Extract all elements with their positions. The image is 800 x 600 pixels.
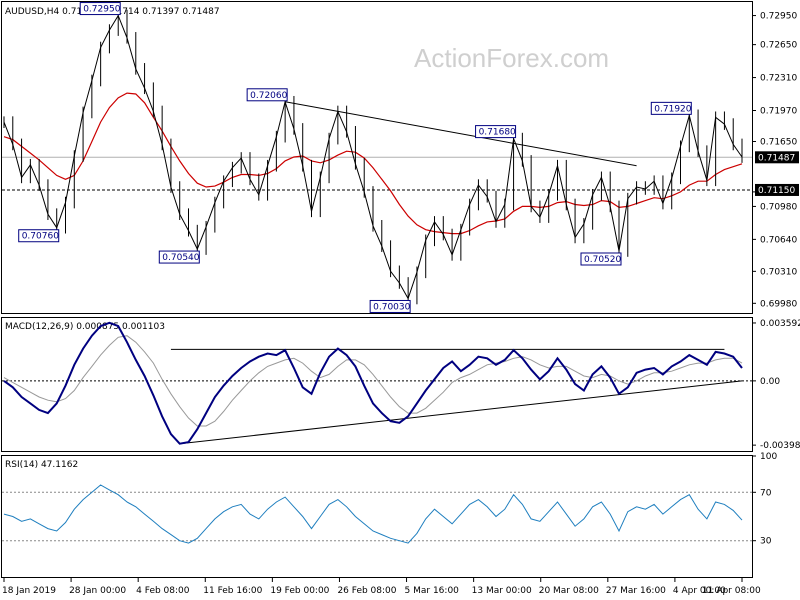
support-price-box — [755, 183, 799, 196]
y-tick-label: 0.71650 — [760, 138, 797, 148]
price-annotation-box — [475, 125, 517, 139]
x-tick-label: 26 Feb 08:00 — [337, 586, 396, 596]
current-price-label: 0.71487 — [758, 153, 795, 163]
y-tick-label: 0.72950 — [760, 12, 797, 22]
main-layer: 0.72950 0.72650 0.72310 0.71970 0.71650 0.711… — [2, 2, 799, 313]
price-annotation-box — [369, 299, 411, 313]
macd-layer: 0.003592 0.00 -0.003986 — [2, 319, 800, 451]
macd-line — [3, 321, 743, 445]
y-tick-label: 0.70980 — [760, 202, 797, 212]
x-tick-label: 27 Mar 16:00 — [606, 586, 666, 596]
y-tick-label: 0.71970 — [760, 107, 797, 117]
main-panel-frame — [1, 1, 753, 314]
price-annotation-box — [18, 229, 60, 243]
y-tick-label: 0.72310 — [760, 74, 797, 84]
macd-y-tick-label: 0.003592 — [760, 319, 800, 329]
x-tick-label: 11 Feb 16:00 — [203, 586, 262, 596]
price-annotation-label: 0.70540 — [162, 253, 199, 263]
price-annotation-box — [580, 252, 622, 266]
price-annotation-label: 0.71920 — [654, 104, 691, 114]
macd-signal-line — [3, 335, 743, 427]
x-tick-label: 18 Jan 2019 — [2, 586, 56, 596]
x-tick-label: 4 Feb 08:00 — [136, 586, 190, 596]
price-annotation-label: 0.70520 — [584, 255, 621, 265]
rsi-layer: 100 70 30 — [2, 452, 777, 547]
y-tick-label: 0.69980 — [760, 299, 797, 309]
y-tick-label: 0.72650 — [760, 41, 797, 51]
price-annotation-label: 0.70030 — [373, 302, 410, 312]
trend-line — [285, 101, 637, 167]
x-tick-label: 13 Mar 00:00 — [472, 586, 532, 596]
rsi-y-tick-label: 30 — [760, 537, 772, 547]
price-annotation-label: 0.70760 — [22, 232, 59, 242]
macd-y-tick-label: 0.00 — [760, 377, 780, 387]
x-axis: 18 Jan 2019 28 Jan 00:00 4 Feb 08:00 11 Feb… — [2, 578, 761, 596]
x-tick-label: 11 Apr 08:00 — [702, 586, 761, 596]
price-series-line — [3, 14, 743, 300]
support-price-label: 0.71150 — [758, 186, 795, 196]
price-annotation-box — [650, 101, 692, 115]
macd-panel-frame — [1, 317, 753, 452]
y-tick-label: 0.70310 — [760, 267, 797, 277]
x-tick-label: 20 Mar 08:00 — [539, 586, 599, 596]
rsi-title: RSI(14) 47.1162 — [5, 460, 78, 470]
macd-support-line — [179, 380, 743, 445]
y-tick-label: 0.70640 — [760, 235, 797, 245]
rsi-y-tick-label: 70 — [760, 488, 772, 498]
price-annotation-label: 0.72950 — [83, 5, 120, 15]
price-annotation-label: 0.71680 — [479, 128, 516, 138]
macd-title: MACD(12,26,9) 0.000875 0.001103 — [5, 322, 165, 332]
price-annotation-box — [246, 88, 288, 102]
price-annotation-label: 0.72060 — [250, 91, 287, 101]
rsi-panel-frame — [1, 455, 753, 578]
rsi-y-tick-label: 100 — [760, 452, 777, 462]
x-tick-label: 5 Mar 16:00 — [405, 586, 460, 596]
price-annotation-box — [79, 2, 121, 16]
x-tick-label: 28 Jan 00:00 — [69, 586, 126, 596]
x-tick-label: 19 Feb 00:00 — [270, 586, 329, 596]
watermark: ActionForex.com — [414, 43, 609, 73]
current-price-box — [755, 151, 799, 164]
rsi-line — [3, 484, 743, 544]
price-annotation-box — [158, 250, 200, 264]
x-tick-label: 4 Apr 00:00 — [673, 586, 726, 596]
macd-y-tick-label: -0.003986 — [760, 441, 800, 451]
